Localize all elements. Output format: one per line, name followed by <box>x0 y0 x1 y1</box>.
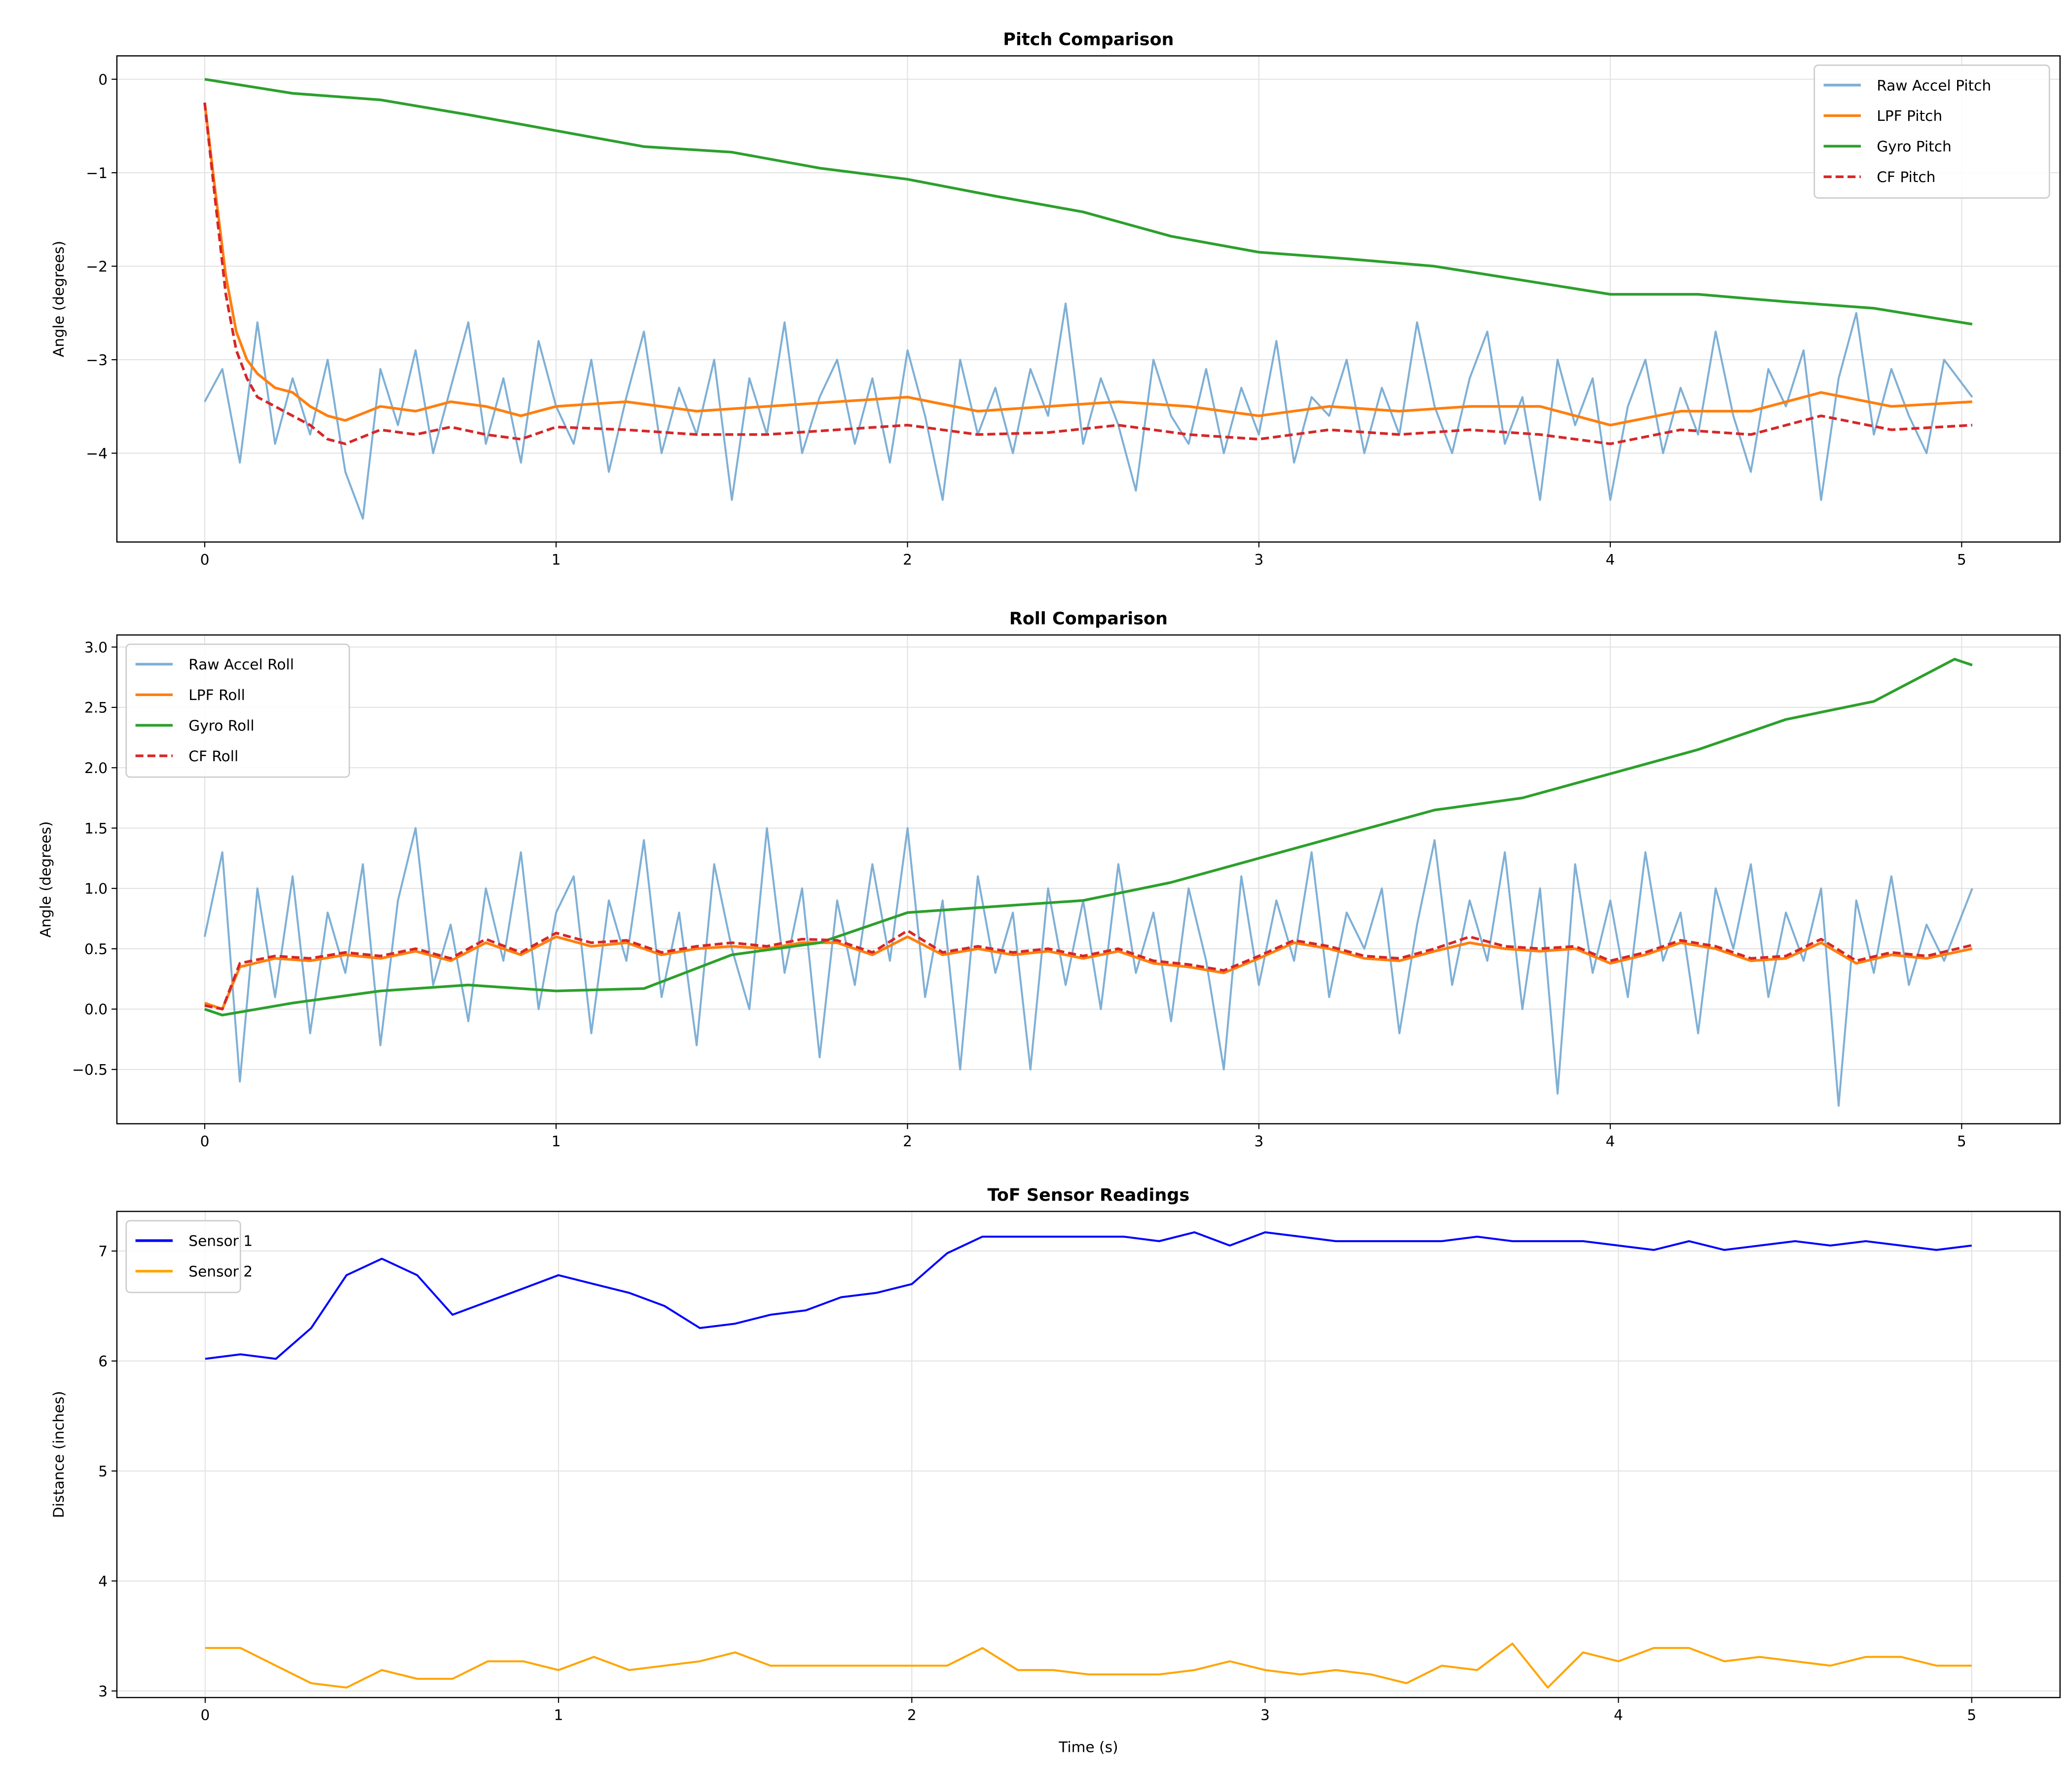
legend-box <box>125 1220 241 1294</box>
x-axis-label: Time (s) <box>1058 1739 1118 1755</box>
series-line-gyro-roll <box>204 658 1973 1017</box>
x-tick-label: 2 <box>903 1133 912 1150</box>
legend: Raw Accel Pitch LPF Pitch Gyro Pitch CF Pit… <box>1813 64 2050 199</box>
x-tick-label: 5 <box>1957 1133 1966 1150</box>
y-tick-label: 0 <box>98 71 108 88</box>
y-tick-label: 7 <box>98 1243 108 1260</box>
plot-frame <box>116 634 2061 1125</box>
legend-label: Raw Accel Pitch <box>1877 77 1991 94</box>
chart-0: 0 1 2 3 4 5 −4 −3 −2 −1 0 Pitch Comparison Angle (de… <box>50 30 2061 568</box>
y-tick-label: 0.5 <box>84 941 108 958</box>
chart-2: 0 1 2 3 4 5 3 4 5 6 7 ToF Sensor Readings Distance (… <box>50 1185 2061 1755</box>
y-axis-label: Angle (degrees) <box>37 821 54 938</box>
x-tick-label: 3 <box>1254 551 1263 568</box>
y-tick-label: −1 <box>86 165 108 182</box>
y-tick-label: −3 <box>86 352 108 369</box>
chart-title: ToF Sensor Readings <box>987 1185 1189 1205</box>
series-line-lpf-roll <box>204 935 1973 1011</box>
legend: Raw Accel Roll LPF Roll Gyro Roll CF Roll <box>125 643 350 778</box>
series-line-gyro-pitch <box>204 77 1973 326</box>
x-tick-label: 1 <box>552 551 561 568</box>
y-tick-label: 0.0 <box>84 1001 108 1018</box>
y-axis-label: Angle (degrees) <box>50 241 67 357</box>
y-tick-label: 1.0 <box>84 881 108 897</box>
x-tick-label: 5 <box>1967 1707 1976 1724</box>
legend-label: Gyro Pitch <box>1877 138 1952 155</box>
y-tick-label: 3 <box>98 1683 108 1700</box>
x-tick-label: 3 <box>1254 1133 1263 1150</box>
series-line-cf-pitch <box>203 102 1972 445</box>
series-line-lpf-pitch <box>203 102 1972 427</box>
y-tick-label: −2 <box>86 258 108 275</box>
y-tick-label: −4 <box>86 445 108 462</box>
series-line-raw-accel-roll <box>203 827 1973 1107</box>
y-axis-label: Distance (inches) <box>50 1391 67 1518</box>
y-tick-label: 4 <box>98 1573 108 1590</box>
legend-label: Sensor 1 <box>188 1233 253 1250</box>
chart-title: Pitch Comparison <box>1003 30 1174 50</box>
y-tick-label: 3.0 <box>84 639 108 656</box>
legend: Sensor 1 Sensor 2 <box>125 1220 253 1294</box>
x-tick-label: 3 <box>1260 1707 1270 1724</box>
x-tick-label: 2 <box>903 551 912 568</box>
legend-label: Raw Accel Roll <box>188 656 294 673</box>
y-tick-label: 2.5 <box>84 700 108 716</box>
legend-label: LPF Pitch <box>1877 108 1942 124</box>
x-tick-label: 1 <box>552 1133 561 1150</box>
x-tick-label: 1 <box>554 1707 563 1724</box>
series-line-cf-roll <box>204 929 1973 1011</box>
y-tick-label: 2.0 <box>84 760 108 777</box>
series-line-sensor-1 <box>205 1231 1972 1360</box>
series-line-sensor-2 <box>205 1642 1972 1689</box>
legend-label: CF Roll <box>188 748 238 765</box>
legend-box <box>125 643 350 778</box>
y-tick-label: −0.5 <box>72 1062 108 1078</box>
x-tick-label: 0 <box>201 1707 210 1724</box>
legend-label: CF Pitch <box>1877 169 1935 185</box>
x-tick-label: 0 <box>200 1133 210 1150</box>
y-tick-label: 5 <box>98 1463 108 1480</box>
chart-1: 0 1 2 3 4 5 −0.5 0.0 0.5 1.0 1.5 2.0 2.5 3.0 Roll Comp… <box>37 609 2061 1150</box>
y-tick-label: 1.5 <box>84 820 108 837</box>
legend-label: Gyro Roll <box>188 717 254 734</box>
legend-box <box>1813 64 2050 199</box>
chart-title: Roll Comparison <box>1009 609 1168 629</box>
x-tick-label: 4 <box>1606 551 1615 568</box>
legend-label: LPF Roll <box>188 687 245 703</box>
y-tick-label: 6 <box>98 1353 108 1370</box>
x-tick-label: 0 <box>200 551 210 568</box>
x-tick-label: 4 <box>1614 1707 1623 1724</box>
legend-label: Sensor 2 <box>188 1263 253 1280</box>
x-tick-label: 4 <box>1606 1133 1615 1150</box>
x-tick-label: 2 <box>907 1707 917 1724</box>
x-tick-label: 5 <box>1957 551 1966 568</box>
plot-frame <box>116 1211 2061 1699</box>
plot-frame <box>116 55 2061 543</box>
